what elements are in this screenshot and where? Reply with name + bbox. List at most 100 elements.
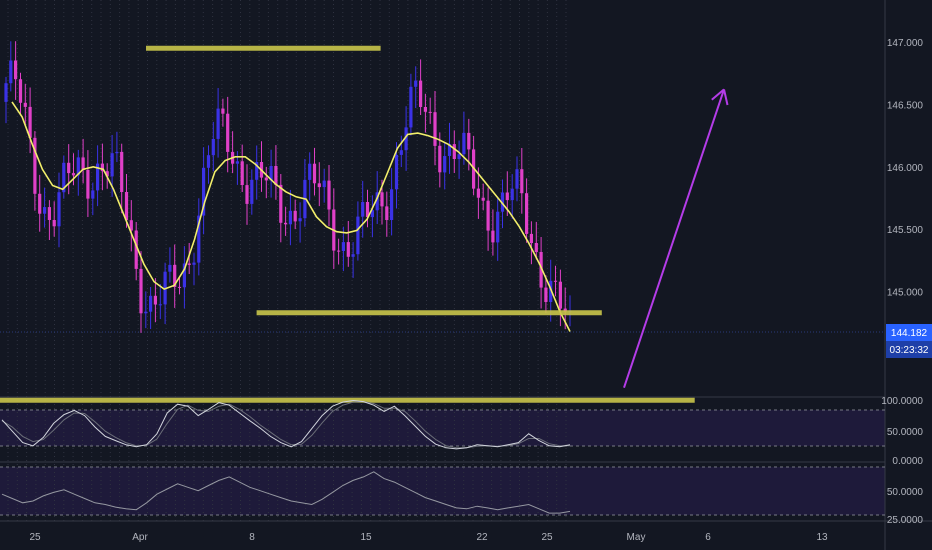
- time-tick-label: 8: [249, 532, 255, 543]
- candle-body: [139, 268, 143, 314]
- candle-body: [356, 216, 360, 255]
- candle-body: [438, 145, 442, 173]
- candle-body: [115, 151, 119, 154]
- candle-body: [57, 192, 61, 227]
- support-resistance-levels: [0, 45, 695, 403]
- price-tick-label: 146.000: [887, 163, 924, 174]
- time-tick-label: May: [627, 532, 646, 543]
- candle-body: [255, 162, 259, 180]
- candle-body: [322, 180, 326, 188]
- stoch-tick-label: 0.0000: [892, 456, 923, 467]
- candle-body: [317, 183, 321, 188]
- candle-body: [447, 144, 452, 156]
- candle-body: [346, 242, 350, 257]
- candle-body: [385, 206, 389, 220]
- candle-body: [96, 163, 100, 191]
- candle-body: [14, 60, 18, 80]
- candle-body: [380, 192, 384, 207]
- stoch-tick-label: 100.0000: [881, 396, 923, 407]
- candle-body: [308, 163, 312, 180]
- candle-body: [226, 113, 230, 152]
- rsi-tick-label: 50.0000: [887, 487, 924, 498]
- rsi-line: [1, 471, 571, 514]
- candle-body: [153, 295, 157, 305]
- candle-body: [476, 188, 480, 198]
- candle-body: [462, 132, 466, 155]
- stoch-tick-label: 50.0000: [887, 427, 924, 438]
- candle-body: [52, 220, 56, 227]
- candle-body: [423, 107, 427, 112]
- candle-body: [269, 166, 273, 181]
- candle-body: [149, 295, 153, 312]
- candle-body: [28, 106, 32, 138]
- time-tick-label: 25: [541, 532, 553, 543]
- candle-body: [216, 108, 220, 139]
- candle-body: [250, 179, 254, 204]
- candle-body: [124, 192, 129, 221]
- candle-body: [197, 215, 201, 263]
- price-tick-label: 145.000: [887, 288, 924, 299]
- candle-body: [221, 108, 225, 114]
- candle-body: [365, 202, 370, 218]
- candle-body: [245, 185, 249, 204]
- candle-body: [177, 286, 182, 288]
- candle-body: [158, 304, 162, 306]
- last-price-label: 144.182: [891, 328, 928, 339]
- candle-body: [298, 218, 302, 222]
- candle-body: [351, 254, 355, 257]
- time-tick-label: 15: [360, 532, 372, 543]
- candle-body: [47, 207, 51, 220]
- candle-body: [288, 210, 292, 225]
- price-tick-label: 145.500: [887, 225, 924, 236]
- candle-body: [312, 163, 317, 184]
- candle-body: [337, 250, 341, 252]
- ma-line: [11, 101, 571, 332]
- moving-average: [11, 101, 571, 332]
- projection-arrow: [623, 88, 729, 389]
- candle-body: [81, 157, 85, 170]
- candle-body: [390, 189, 394, 220]
- candle-body: [38, 193, 42, 214]
- arrow-head: [711, 88, 725, 101]
- candle-body: [279, 184, 283, 223]
- candle-body: [496, 211, 500, 243]
- candle-body: [284, 222, 288, 225]
- candle-body: [168, 264, 172, 272]
- candle-body: [515, 169, 519, 189]
- candle-body: [134, 230, 138, 269]
- candle-body: [414, 80, 418, 87]
- candle-body: [510, 188, 514, 201]
- candle-body: [4, 83, 8, 102]
- candle-body: [86, 170, 90, 199]
- time-axis: 25 Apr 8 15 22 25 May 6 13: [29, 532, 828, 543]
- candle-body: [505, 192, 509, 201]
- candle-body: [553, 280, 558, 282]
- time-tick-label: 25: [29, 532, 41, 543]
- candle-body: [486, 200, 490, 231]
- rsi-tick-label: 25.0000: [887, 515, 924, 526]
- candle-body: [33, 137, 37, 194]
- candle-body: [428, 111, 432, 113]
- candle-body: [173, 264, 177, 287]
- rsi-pane: [1, 471, 571, 514]
- candle-body: [71, 173, 76, 176]
- candle-body: [129, 220, 133, 231]
- candle-body: [375, 192, 379, 211]
- candle-body: [144, 311, 148, 314]
- candle-body: [341, 242, 345, 251]
- candle-body: [558, 281, 562, 309]
- candle-body: [182, 263, 186, 288]
- candle-body: [529, 233, 533, 244]
- candle-body: [452, 144, 456, 159]
- candle-body: [76, 157, 80, 176]
- stoch-band-fill: [0, 410, 885, 446]
- candle-body: [491, 230, 495, 243]
- candle-body: [520, 169, 524, 194]
- time-tick-label: Apr: [132, 532, 148, 543]
- candle-body: [419, 80, 423, 107]
- candle-body: [563, 308, 567, 312]
- candle-body: [534, 243, 538, 252]
- candle-body: [264, 177, 268, 181]
